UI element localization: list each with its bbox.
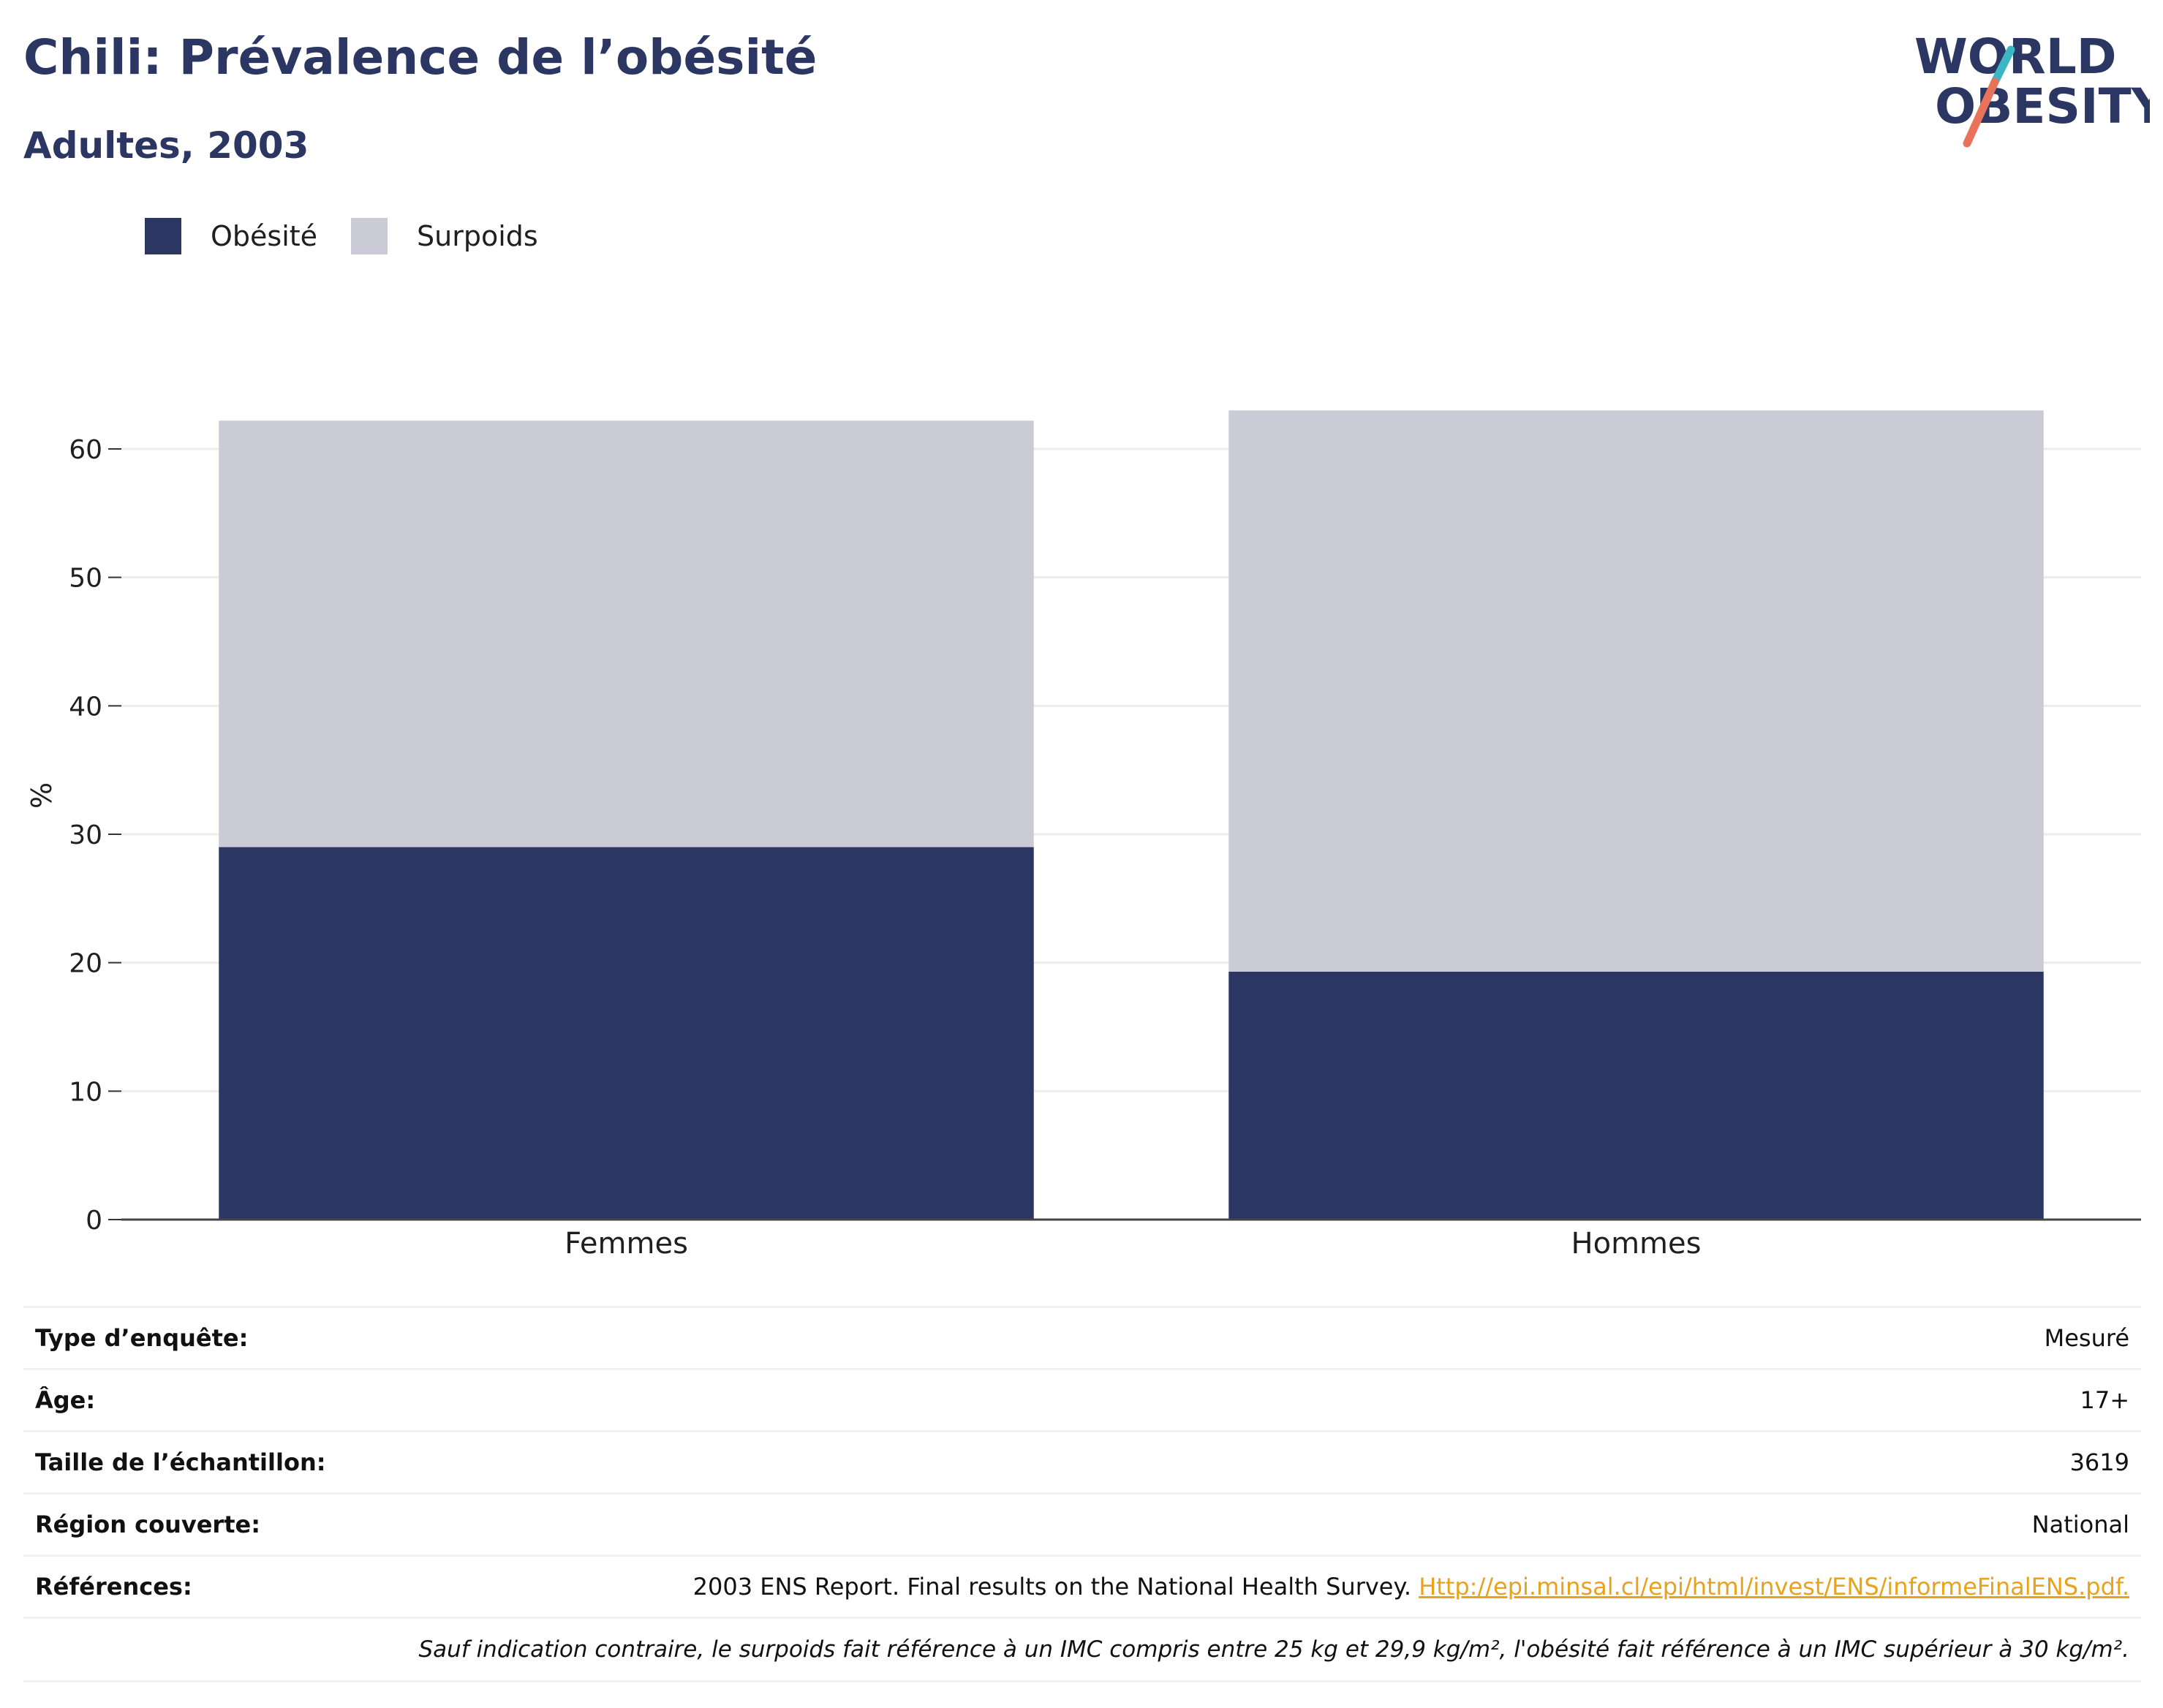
y-axis-label: % bbox=[26, 782, 58, 809]
logo-text-world: WORLD bbox=[1914, 29, 2117, 85]
info-key-region: Région couverte: bbox=[35, 1511, 260, 1538]
legend-swatch-obesite bbox=[145, 218, 181, 254]
y-tick-label-10: 10 bbox=[69, 1077, 102, 1107]
world-obesity-logo: WORLD OBESITY bbox=[1914, 29, 2150, 148]
legend-label-obesite: Obésité bbox=[211, 220, 318, 252]
chart-title: Chili: Prévalence de l’obésité bbox=[23, 29, 818, 86]
logo-text-obesity: OBESITY bbox=[1935, 78, 2150, 135]
reference-text: 2003 ENS Report. Final results on the Na… bbox=[692, 1573, 1419, 1601]
info-value-references: 2003 ENS Report. Final results on the Na… bbox=[693, 1557, 2129, 1617]
info-row-region: Région couverte: National bbox=[23, 1492, 2141, 1554]
survey-info-table: Type d’enquête: Mesuré Âge: 17+ Taille d… bbox=[23, 1306, 2141, 1682]
info-value-region: National bbox=[2031, 1511, 2129, 1538]
y-tick-label-40: 40 bbox=[69, 692, 102, 722]
bar-hommes-obsit bbox=[1228, 971, 2044, 1220]
logo-slash-upper bbox=[1990, 45, 2015, 86]
y-tick-label-30: 30 bbox=[69, 820, 102, 850]
info-row-age: Âge: 17+ bbox=[23, 1368, 2141, 1430]
info-value-sample-size: 3619 bbox=[2069, 1448, 2129, 1476]
y-tick-label-0: 0 bbox=[86, 1206, 102, 1236]
bar-femmes-surpoids bbox=[219, 420, 1034, 847]
chart-subtitle: Adultes, 2003 bbox=[23, 124, 309, 167]
info-key-sample-size: Taille de l’échantillon: bbox=[35, 1448, 326, 1476]
info-value-survey-type: Mesuré bbox=[2044, 1324, 2129, 1352]
x-tick-label-femmes: Femmes bbox=[565, 1227, 688, 1261]
definition-note-row: Sauf indication contraire, le surpoids f… bbox=[23, 1617, 2141, 1682]
legend-swatch-surpoids bbox=[351, 218, 388, 254]
x-tick-label-hommes: Hommes bbox=[1571, 1227, 1702, 1261]
info-row-sample-size: Taille de l’échantillon: 3619 bbox=[23, 1430, 2141, 1492]
stacked-bar-chart: 0 10 20 30 40 50 60% Femmes Hommes bbox=[26, 410, 2141, 1261]
bar-femmes-obsit bbox=[219, 847, 1034, 1220]
info-key-survey-type: Type d’enquête: bbox=[35, 1324, 249, 1352]
y-tick-label-50: 50 bbox=[69, 564, 102, 594]
info-row-survey-type: Type d’enquête: Mesuré bbox=[23, 1306, 2141, 1368]
y-tick-label-60: 60 bbox=[69, 435, 102, 465]
y-tick-label-20: 20 bbox=[69, 949, 102, 979]
definition-note: Sauf indication contraire, le surpoids f… bbox=[418, 1636, 2129, 1663]
info-key-references: Références: bbox=[35, 1573, 192, 1601]
legend-label-surpoids: Surpoids bbox=[417, 220, 538, 252]
bar-hommes-surpoids bbox=[1228, 410, 2044, 972]
reference-link[interactable]: Http://epi.minsal.cl/epi/html/invest/ENS… bbox=[1419, 1573, 2129, 1601]
logo-slash-lower bbox=[1963, 78, 1999, 148]
info-row-references: Références: 2003 ENS Report. Final resul… bbox=[23, 1554, 2141, 1617]
info-value-age: 17+ bbox=[2080, 1386, 2129, 1414]
info-key-age: Âge: bbox=[35, 1386, 96, 1414]
